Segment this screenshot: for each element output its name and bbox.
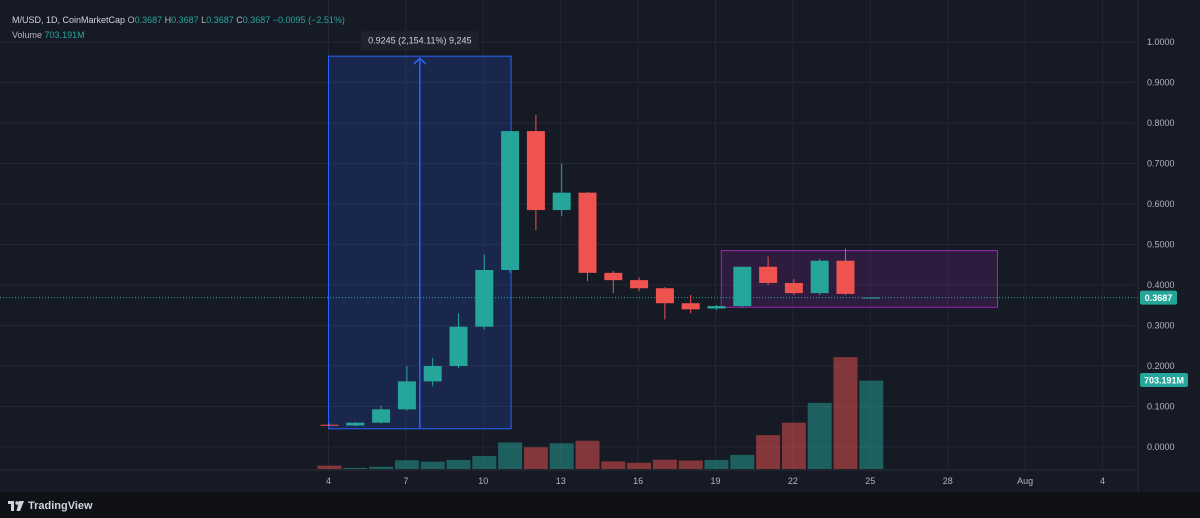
volume-bar <box>833 357 858 469</box>
close-label: C <box>236 15 243 25</box>
volume-label[interactable]: Volume <box>12 30 43 40</box>
y-tick-label: 0.5000 <box>1147 240 1175 250</box>
price-chart[interactable]: 1.0000 0.9000 0.8000 0.7000 0.6000 0.5000 0.40… <box>0 0 1200 492</box>
candle-body[interactable] <box>501 131 520 271</box>
volume-bar <box>859 380 884 469</box>
candle-body[interactable] <box>862 297 881 299</box>
candle-body[interactable] <box>397 381 416 410</box>
legend: M/USD, 1D, CoinMarketCap O0.3687 H0.3687… <box>12 13 345 43</box>
volume-bar <box>472 456 497 469</box>
candle-body[interactable] <box>320 424 339 426</box>
ohlc-row: M/USD, 1D, CoinMarketCap O0.3687 H0.3687… <box>12 13 345 28</box>
y-tick-label: 0.2000 <box>1147 361 1175 371</box>
price-badge-text: 0.3687 <box>1145 293 1173 303</box>
volume-bar <box>627 462 652 469</box>
y-tick-label: 1.0000 <box>1147 37 1175 47</box>
y-tick-label: 0.0000 <box>1147 442 1175 452</box>
x-tick-label: 13 <box>556 476 566 486</box>
candle-body[interactable] <box>604 272 623 281</box>
candle-body[interactable] <box>681 303 700 310</box>
price-badge-bg <box>1140 290 1177 305</box>
volume-bar <box>343 467 368 469</box>
high-label: H <box>164 15 172 25</box>
candle-body[interactable] <box>475 270 494 327</box>
y-tick-label: 0.1000 <box>1147 402 1175 412</box>
y-tick-label: 0.9000 <box>1147 78 1175 88</box>
volume-badge-text: 703.191M <box>1144 376 1184 386</box>
x-tick-label: Aug <box>1017 476 1033 486</box>
candle-body[interactable] <box>372 409 391 423</box>
x-tick-label: 7 <box>403 476 408 486</box>
y-tick-label: 0.8000 <box>1147 118 1175 128</box>
candle-body[interactable] <box>449 326 468 366</box>
volume-bar <box>369 466 394 469</box>
y-tick-label: 0.7000 <box>1147 159 1175 169</box>
volume-bar <box>756 435 781 469</box>
y-tick-label: 0.3000 <box>1147 321 1175 331</box>
y-tick-label: 0.4000 <box>1147 280 1175 290</box>
candle-body[interactable] <box>655 288 674 304</box>
volume-bar <box>807 402 832 469</box>
x-tick-label: 28 <box>943 476 953 486</box>
low-label: L <box>201 15 207 25</box>
volume-bar <box>420 461 445 469</box>
measure-tooltip-bg <box>360 31 479 51</box>
close-value: 0.3687 <box>242 15 271 25</box>
tradingview-logo[interactable]: TradingView <box>8 499 93 513</box>
x-tick-label: 10 <box>478 476 488 486</box>
volume-bar <box>523 447 548 469</box>
candle-body[interactable] <box>346 422 365 426</box>
y-tick-label: 0.6000 <box>1147 199 1175 209</box>
bottom-bar: TradingView <box>0 492 1200 518</box>
volume-bar <box>781 422 806 469</box>
volume-bar <box>549 443 574 469</box>
candle-body[interactable] <box>759 266 778 283</box>
x-tick-label: 22 <box>788 476 798 486</box>
tradingview-icon <box>8 501 24 511</box>
measure-tooltip-text: 0.9245 (2,154.11%) 9,245 <box>368 36 471 46</box>
candle-body[interactable] <box>733 266 752 307</box>
candle-body[interactable] <box>630 280 649 289</box>
x-tick-label: 19 <box>710 476 720 486</box>
volume-bar <box>394 460 419 469</box>
volume-bar <box>498 442 523 469</box>
volume-bar <box>575 440 600 469</box>
open-value: 0.3687 <box>134 15 163 25</box>
volume-badge-bg <box>1140 373 1188 387</box>
candle-body[interactable] <box>836 260 855 294</box>
volume-value: 703.191M <box>44 30 85 40</box>
low-value: 0.3687 <box>206 15 234 25</box>
chart-background <box>0 0 1200 492</box>
volume-row: Volume 703.191M <box>12 28 345 43</box>
x-tick-label: 25 <box>865 476 875 486</box>
volume-bar <box>730 454 755 469</box>
open-label: O <box>127 15 135 25</box>
volume-bar <box>704 459 729 469</box>
high-value: 0.3687 <box>171 15 199 25</box>
brand-name: TradingView <box>28 500 93 512</box>
volume-bar <box>678 460 703 469</box>
candle-body[interactable] <box>810 260 829 294</box>
volume-bar <box>601 461 626 469</box>
candle-body[interactable] <box>578 192 597 273</box>
candle-body[interactable] <box>552 192 571 211</box>
candle-body[interactable] <box>526 131 545 211</box>
candle-body[interactable] <box>707 306 726 309</box>
volume-bar <box>446 459 471 469</box>
symbol-label[interactable]: M/USD, 1D, CoinMarketCap <box>12 15 126 25</box>
volume-bar <box>317 465 342 469</box>
volume-bar <box>652 459 677 469</box>
x-tick-label: 4 <box>1100 476 1105 486</box>
candle-body[interactable] <box>423 366 442 382</box>
x-tick-label: 16 <box>633 476 643 486</box>
x-tick-label: 4 <box>326 476 331 486</box>
change-value: −0.0095 (−2.51%) <box>272 15 345 25</box>
measure-arrowhead <box>413 57 427 65</box>
candle-body[interactable] <box>784 282 803 294</box>
